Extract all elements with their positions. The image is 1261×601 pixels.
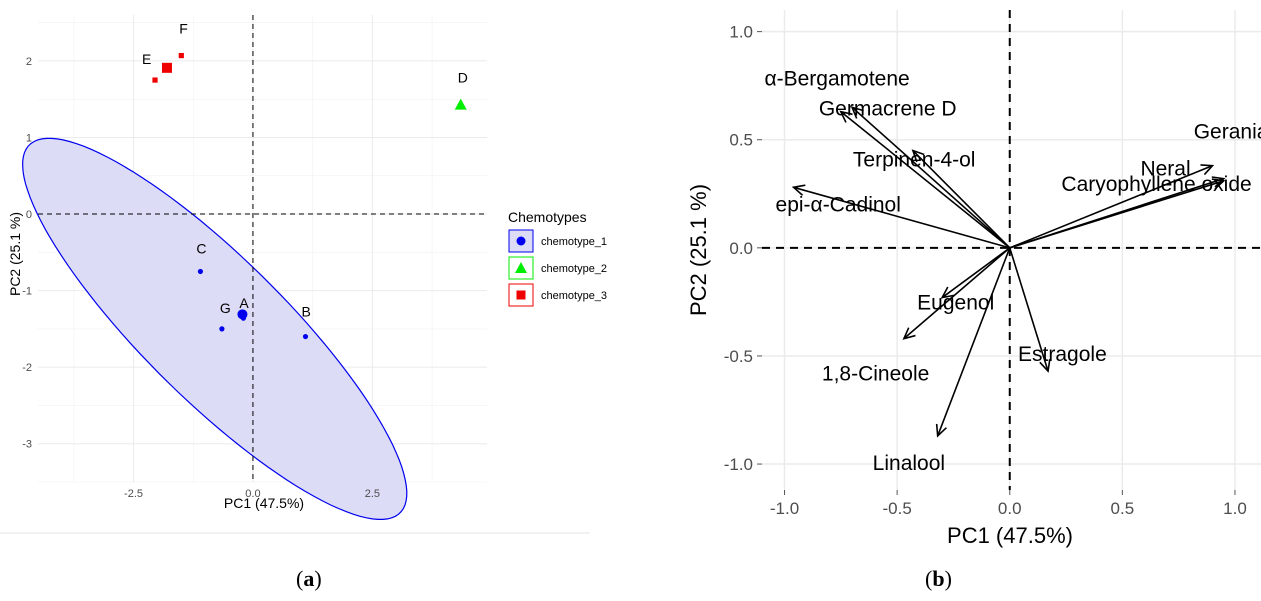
vector-head-geranial (1211, 176, 1226, 188)
vector-epi-alpha-cadinol (793, 186, 1010, 249)
legend-label-chemotype-2: chemotype_2 (541, 263, 607, 275)
y-tick-label: -2 (22, 362, 32, 374)
score-plot-ticks: -2.5 0.0 2.5 -3 -2 -1 0 1 2 (22, 56, 380, 500)
legend-title: Chemotypes (508, 209, 587, 225)
centroid-chemotype-3 (161, 62, 172, 73)
x-tick-label: 0.0 (245, 488, 260, 500)
vector-label-caryophyllene-oxide: Caryophyllene oxide (1061, 173, 1251, 196)
vector-label-geranial: Geranial (1194, 121, 1261, 144)
vector-head-germacrene-d (839, 110, 853, 123)
score-plot-reference-lines (38, 15, 487, 482)
point-label-g: G (220, 300, 231, 316)
x-tick-label: -2.5 (124, 488, 143, 500)
vector-estragole (1008, 247, 1049, 372)
point-e (152, 77, 158, 83)
point-f (178, 52, 184, 59)
vector-label-germacrene-d: Germacrene D (819, 98, 957, 121)
x-tick-label: 1.0 (1223, 499, 1247, 518)
vector-head-linalool (935, 423, 947, 438)
x-tick-label: 0.5 (1111, 499, 1135, 518)
vector-label-linalool: Linalool (873, 452, 945, 475)
vector-label-1-8-cineole: 1,8-Cineole (822, 363, 929, 386)
vector-label-terpinen-4-ol: Terpinen-4-ol (853, 149, 976, 172)
y-tick-label: -0.5 (724, 347, 753, 366)
loading-plot-y-axis-title: PC2 (25.1 %) (686, 184, 711, 316)
x-tick-label: 0.0 (998, 499, 1022, 518)
vector-head-eugenol (940, 286, 955, 299)
legend-symbol-chemotype-2 (515, 262, 527, 273)
vector-caryophyllene-oxide (1009, 180, 1224, 249)
x-tick-label: -1.0 (770, 499, 799, 518)
centroid-chemotype-1 (237, 309, 248, 320)
point-c (197, 268, 204, 275)
vector-label-neral: Neral (1140, 158, 1190, 181)
chemotype-1-ellipse-group (22, 137, 408, 520)
point-g (219, 326, 225, 332)
loading-plot-ticks: -1.0 -0.5 0.0 0.5 1.0 -1.0 -0.5 0.0 0.5 1.0 (724, 23, 1247, 518)
x-tick-label: -0.5 (882, 499, 911, 518)
legend-symbol-chemotype-1 (516, 236, 526, 246)
y-tick-label: 0.0 (729, 239, 753, 258)
point-label-e: E (142, 51, 151, 67)
vector-terpinen-4-ol (912, 149, 1011, 249)
vector-head-1-8-cineole (902, 327, 916, 340)
legend-symbol-chemotype-3 (516, 290, 526, 300)
vector-1-8-cineole (903, 247, 1011, 340)
point-label-a: A (239, 295, 249, 311)
panel-a-label: (a) (296, 566, 322, 591)
point-label-c: C (196, 240, 206, 256)
y-tick-label: -3 (22, 439, 32, 451)
loading-vectors: α-Bergamotene Germacrene D Terpinen-4-ol ep… (764, 67, 1261, 475)
vector-neral (1009, 164, 1213, 249)
vector-label-eugenol: Eugenol (917, 292, 994, 315)
vector-linalool (936, 247, 1011, 437)
vector-label-epi-alpha-cadinol: epi-α-Cadinol (776, 193, 901, 216)
y-tick-label: 1.0 (729, 23, 753, 42)
chemotype-1-ellipse (22, 137, 408, 520)
vector-alpha-bergamotene (851, 106, 1011, 249)
y-tick-label: -1 (22, 286, 32, 298)
legend-label-chemotype-3: chemotype_3 (541, 290, 607, 302)
vector-head-epi-alpha-cadinol (791, 184, 806, 196)
vector-eugenol (941, 247, 1011, 299)
vector-head-caryophyllene-oxide (1211, 178, 1226, 190)
score-plot-x-axis-title: PC1 (47.5%) (224, 495, 304, 511)
vector-label-alpha-bergamotene: α-Bergamotene (764, 67, 909, 90)
y-tick-label: 1 (26, 132, 32, 144)
vector-head-estragole (1039, 359, 1051, 373)
point-d (454, 98, 467, 110)
vector-head-alpha-bergamotene (850, 106, 864, 119)
y-tick-label: 0.5 (729, 131, 753, 150)
y-tick-label: 0 (26, 209, 32, 221)
y-tick-label: -1.0 (724, 455, 753, 474)
score-plot-legend: Chemotypes chemotype_1 chemotype_2chemoty… (508, 209, 607, 307)
loading-plot-x-axis-title: PC1 (47.5%) (947, 523, 1073, 548)
score-plot-y-axis-title: PC2 (25.1 %) (7, 212, 23, 296)
score-plot-points: A B C G D E F (142, 21, 468, 340)
vector-label-estragole: Estragole (1018, 343, 1107, 366)
point-b (302, 333, 309, 340)
panel-b-label: (b) (925, 566, 952, 591)
point-label-d: D (458, 70, 468, 86)
vector-head-neral (1200, 164, 1215, 176)
x-tick-label: 2.5 (365, 488, 380, 500)
legend-label-chemotype-1: chemotype_1 (541, 236, 607, 248)
y-tick-label: 2 (26, 56, 32, 68)
point-label-b: B (301, 304, 310, 320)
point-label-f: F (179, 21, 188, 37)
vector-germacrene-d (840, 110, 1011, 249)
vector-head-terpinen-4-ol (911, 149, 925, 163)
loading-plot: α-Bergamotene Germacrene D Terpinen-4-ol ep… (686, 10, 1261, 548)
